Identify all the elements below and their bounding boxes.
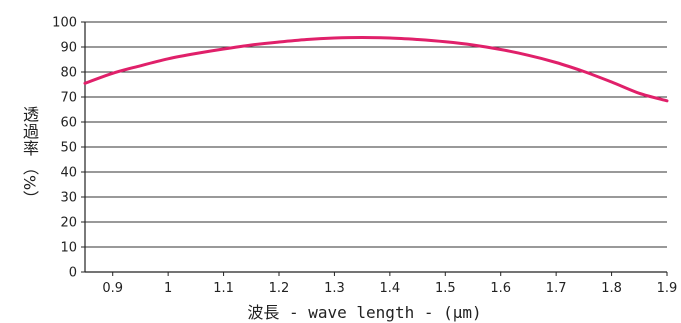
x-tick-label-1.6: 1.6 (490, 281, 511, 296)
y-tick-label-100: 100 (52, 16, 77, 31)
x-tick-labels: 0.9 1 1.1 1.2 1.3 1.4 1.5 1.6 1.7 1.8 1.9 (102, 281, 677, 296)
series-line-0 (83, 35, 669, 103)
x-tick-label-1: 1 (164, 281, 172, 296)
x-tick-label-0.9: 0.9 (102, 281, 123, 296)
y-tick-labels: 0 10 20 30 40 50 60 70 80 90 100 (52, 16, 77, 281)
x-axis-label: 波長 - wave length - (μm) (247, 303, 482, 322)
x-tick-label-1.3: 1.3 (324, 281, 345, 296)
y-tick-label-30: 30 (60, 191, 77, 206)
x-tick-label-1.1: 1.1 (213, 281, 234, 296)
series-layer (83, 35, 669, 103)
x-tick-label-1.4: 1.4 (380, 281, 401, 296)
y-tick-label-80: 80 (60, 66, 77, 81)
x-tick-label-1.9: 1.9 (657, 281, 678, 296)
x-tick-label-1.2: 1.2 (269, 281, 290, 296)
x-tick-label-1.7: 1.7 (546, 281, 567, 296)
grid-lines (85, 21, 667, 248)
y-tick-label-90: 90 (60, 41, 77, 56)
y-tick-label-20: 20 (60, 216, 77, 231)
x-tick-label-1.5: 1.5 (435, 281, 456, 296)
y-tick-label-40: 40 (60, 166, 77, 181)
axes (81, 21, 668, 276)
y-axis-label: 透過率 (20, 106, 39, 157)
y-tick-label-10: 10 (60, 241, 77, 256)
y-tick-label-0: 0 (69, 266, 77, 281)
y-axis-unit: （%） (20, 159, 39, 207)
y-tick-label-70: 70 (60, 91, 77, 106)
y-axis-title: 透過率 （%） (16, 106, 42, 206)
y-tick-label-60: 60 (60, 116, 77, 131)
x-tick-label-1.8: 1.8 (601, 281, 622, 296)
y-tick-label-50: 50 (60, 141, 77, 156)
